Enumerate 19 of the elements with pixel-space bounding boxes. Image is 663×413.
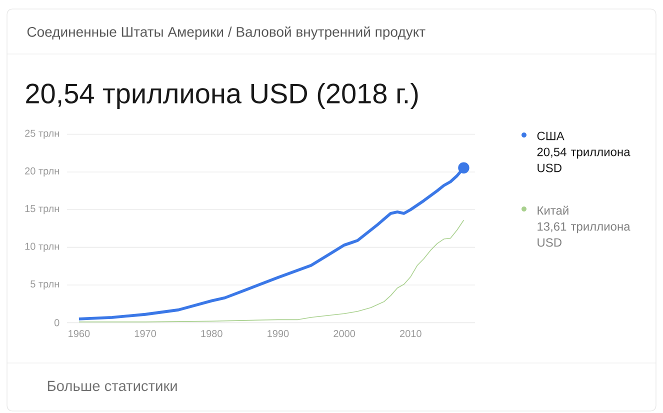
chart-subtitle: Соединенные Штаты Америки / Валовой внутренний продукт [27,26,426,40]
y-tick-label: 20 трлн [25,167,59,176]
x-tick-label: 1980 [201,330,222,338]
legend-label: США [537,132,564,140]
y-tick-label: 15 трлн [25,205,59,214]
x-tick-label: 1960 [68,330,90,338]
y-tick-label: 5 трлн [30,280,59,290]
y-tick-label: 10 трлн [25,242,59,252]
text: Больше статистики [48,380,177,392]
x-tick-label: 2000 [334,330,356,338]
y-tick-label: 0 [54,319,60,326]
x-tick-label: 2010 [400,330,422,338]
y-tick-label: 25 трлн [25,130,59,139]
x-tick-label: 1970 [134,330,156,338]
x-tick-label: 1990 [268,330,289,338]
text: 13,61 триллиона USD [538,222,630,247]
chart-title: 20,54 триллиона USD (2018 г.) [26,82,418,110]
legend-label: Китай [538,206,568,215]
text: 20,54 триллиона USD [537,148,630,172]
